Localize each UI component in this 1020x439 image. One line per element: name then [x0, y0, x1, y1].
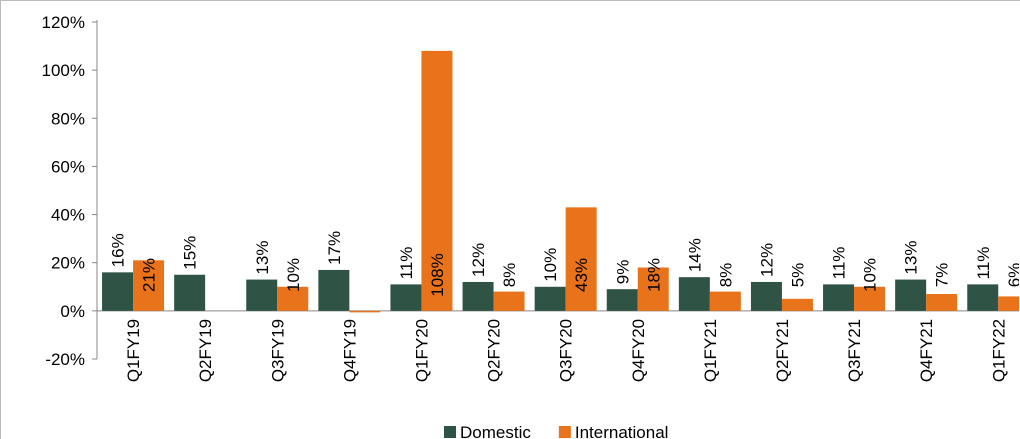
bar	[133, 260, 165, 311]
y-tick-label: -20%	[45, 350, 85, 369]
bar	[606, 289, 638, 311]
bar	[174, 274, 206, 311]
bar	[493, 291, 525, 311]
data-label: 11%	[397, 247, 416, 280]
bar	[246, 279, 278, 311]
bar	[390, 284, 422, 311]
data-label: 9%	[613, 260, 632, 285]
x-tick-label: Q3FY21	[845, 319, 864, 382]
bar	[534, 286, 566, 311]
data-label: 8%	[716, 263, 735, 288]
bar	[854, 286, 886, 311]
bar	[750, 281, 782, 311]
x-tick-label: Q1FY20	[412, 319, 431, 382]
bar	[926, 294, 958, 311]
legend-label: International	[575, 423, 669, 439]
data-label: 11%	[830, 247, 849, 280]
data-label: 17%	[325, 231, 344, 265]
data-label: 16%	[109, 233, 128, 267]
x-tick-label: Q4FY21	[917, 319, 936, 382]
x-tick-label: Q1FY21	[701, 319, 720, 382]
data-label: 12%	[469, 243, 488, 277]
data-label: 10%	[284, 258, 303, 292]
data-label: 108%	[428, 253, 447, 296]
y-tick-label: 100%	[42, 61, 85, 80]
bar	[709, 291, 741, 311]
data-label: 21%	[140, 258, 159, 292]
y-tick-label: 0%	[60, 302, 85, 321]
bar	[565, 207, 597, 311]
bar	[895, 279, 927, 311]
data-label: 7%	[933, 263, 952, 288]
legend-swatch	[444, 426, 456, 438]
data-label: 43%	[572, 258, 591, 292]
x-tick-label: Q2FY21	[773, 319, 792, 382]
plot: -20% 0% 20% 40% 60% 80% 100% 120% Q1FY19 16% 21% Q2…	[42, 13, 1020, 382]
bar	[823, 284, 855, 311]
data-label: 18%	[644, 258, 663, 292]
x-tick-label: Q1FY22	[989, 319, 1008, 382]
bar	[349, 310, 381, 313]
y-tick-label: 20%	[51, 254, 85, 273]
bar	[318, 269, 350, 311]
bar	[967, 284, 999, 311]
y-tick-label: 120%	[42, 13, 85, 32]
x-tick-label: Q4FY19	[340, 319, 359, 382]
data-label: 15%	[181, 236, 200, 270]
data-label: 8%	[500, 263, 519, 288]
bar	[462, 281, 494, 311]
bar	[781, 298, 813, 311]
data-label: 13%	[902, 241, 921, 275]
data-label: 11%	[974, 247, 993, 280]
data-label: 13%	[253, 241, 272, 275]
legend-swatch	[558, 426, 571, 438]
bar	[678, 277, 710, 311]
data-label: 5%	[788, 263, 807, 288]
data-label: 6%	[1005, 263, 1020, 288]
bar	[637, 267, 669, 311]
x-tick-label: Q3FY19	[268, 319, 287, 382]
x-tick-label: Q1FY19	[124, 319, 143, 382]
x-tick-label: Q2FY20	[485, 319, 504, 382]
bar	[998, 296, 1019, 311]
x-tick-label: Q4FY20	[629, 319, 648, 382]
data-label: 10%	[541, 248, 560, 282]
y-tick-label: 40%	[51, 206, 85, 225]
y-tick-label: 80%	[51, 109, 85, 128]
data-label: 14%	[685, 238, 704, 272]
data-label: 10%	[861, 258, 880, 292]
bar	[421, 50, 453, 311]
bar	[277, 286, 309, 311]
x-tick-label: Q3FY20	[557, 319, 576, 382]
bar	[102, 272, 134, 311]
legend-label: Domestic	[460, 423, 531, 439]
x-tick-label: Q2FY19	[196, 319, 215, 382]
y-tick-label: 60%	[51, 157, 85, 176]
data-label: 12%	[757, 243, 776, 277]
